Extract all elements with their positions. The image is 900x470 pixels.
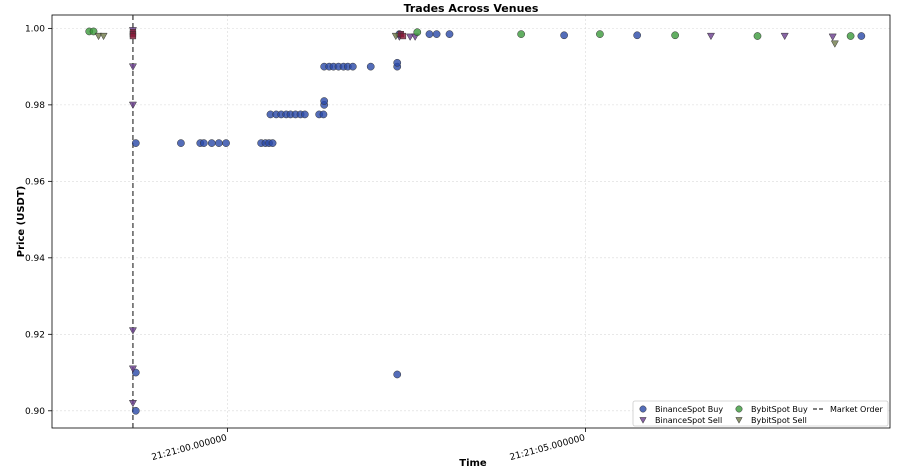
binancespot-buy-point bbox=[366, 62, 375, 71]
binancespot-buy-point bbox=[432, 30, 441, 38]
bybitspot-sell-point bbox=[391, 32, 400, 41]
y-tick-label: 0.96 bbox=[25, 177, 45, 187]
binancespot-sell-point bbox=[128, 365, 137, 373]
points-layer bbox=[85, 27, 866, 415]
y-tick-label: 0.92 bbox=[25, 330, 45, 340]
binancespot-buy-point bbox=[177, 139, 185, 147]
x-tick-label: 21:21:00.000000 bbox=[151, 433, 229, 463]
bybitspot-sell-point bbox=[99, 32, 108, 41]
chart-title: Trades Across Venues bbox=[404, 2, 539, 15]
market-order-fills-point bbox=[129, 32, 137, 40]
binancespot-sell-point bbox=[406, 33, 415, 41]
binancespot-buy-point bbox=[131, 139, 140, 147]
binancespot-buy-point bbox=[857, 32, 866, 40]
legend-box bbox=[632, 400, 889, 427]
series-binancespot-buy bbox=[131, 30, 866, 415]
legend-market-order-label: Market Order bbox=[830, 405, 883, 414]
binancespot-buy-point bbox=[560, 31, 568, 40]
binancespot-sell-point bbox=[828, 33, 837, 41]
series-market-order-fills bbox=[129, 29, 407, 40]
binancespot-buy-point bbox=[215, 139, 223, 147]
bybitspot-buy-point bbox=[596, 30, 604, 38]
y-tick-label: 0.98 bbox=[25, 101, 45, 111]
binancespot-buy-point bbox=[268, 139, 277, 147]
binancespot-buy-point bbox=[131, 406, 140, 415]
bybitspot-sell-point bbox=[94, 32, 103, 41]
bybitspot-buy-point bbox=[413, 28, 422, 37]
bybitspot-buy-point bbox=[753, 32, 762, 40]
bybitspot-buy-point bbox=[517, 30, 525, 38]
ticks-layer: 0.90 0.92 0.94 0.96 0.98 1.00 21:21:00.000000 2… bbox=[25, 24, 587, 463]
bybitspot-sell-point bbox=[830, 40, 839, 48]
y-tick-label: 0.94 bbox=[25, 254, 45, 264]
y-axis-title: Price (USDT) bbox=[16, 186, 27, 257]
binancespot-buy-point bbox=[319, 110, 328, 119]
x-axis-title: Time bbox=[459, 458, 487, 469]
legend-bybitspot-buy-label: BybitSpot Buy bbox=[751, 405, 808, 414]
binancespot-buy-point bbox=[445, 30, 454, 38]
legend-bybitspot-buy-swatch bbox=[735, 405, 743, 413]
binancespot-sell-point bbox=[128, 327, 137, 335]
legend-binancespot-buy-label: BinanceSpot Buy bbox=[655, 405, 723, 414]
binancespot-buy-point bbox=[222, 139, 230, 147]
legend-binancespot-buy-swatch bbox=[639, 405, 647, 413]
binancespot-buy-point bbox=[393, 58, 402, 67]
legend-bybitspot-sell-label: BybitSpot Sell bbox=[751, 416, 807, 425]
plot-area bbox=[51, 14, 891, 429]
legend-binancespot-sell-swatch bbox=[639, 417, 647, 424]
series-bybitspot-buy bbox=[85, 27, 855, 40]
legend-bybitspot-sell-swatch bbox=[735, 417, 743, 424]
bybitspot-buy-point bbox=[846, 32, 855, 40]
y-tick-label: 1.00 bbox=[25, 24, 45, 34]
binancespot-sell-point bbox=[128, 63, 137, 71]
binancespot-sell-point bbox=[706, 32, 715, 41]
binancespot-buy-point bbox=[393, 370, 402, 379]
binancespot-buy-point bbox=[425, 30, 434, 38]
binancespot-buy-point bbox=[348, 62, 357, 71]
binancespot-sell-point bbox=[128, 400, 137, 408]
binancespot-buy-point bbox=[199, 139, 208, 147]
binancespot-sell-point bbox=[780, 32, 789, 41]
market-order-fills-point bbox=[399, 32, 407, 40]
series-binancespot-sell bbox=[128, 27, 837, 408]
grid-layer bbox=[52, 15, 890, 428]
binancespot-buy-point bbox=[320, 97, 329, 105]
legend: BinanceSpot Buy BinanceSpot Sell BybitSpot… bbox=[632, 400, 889, 427]
bybitspot-buy-point bbox=[671, 31, 679, 40]
binancespot-buy-point bbox=[207, 139, 216, 147]
binancespot-buy-point bbox=[300, 110, 309, 119]
x-tick-label: 21:21:05.000000 bbox=[509, 433, 587, 463]
series-bybitspot-sell bbox=[94, 32, 839, 48]
legend-binancespot-sell-label: BinanceSpot Sell bbox=[655, 416, 722, 425]
binancespot-sell-point bbox=[128, 101, 137, 109]
binancespot-buy-point bbox=[633, 31, 642, 40]
y-tick-label: 0.90 bbox=[25, 407, 45, 417]
